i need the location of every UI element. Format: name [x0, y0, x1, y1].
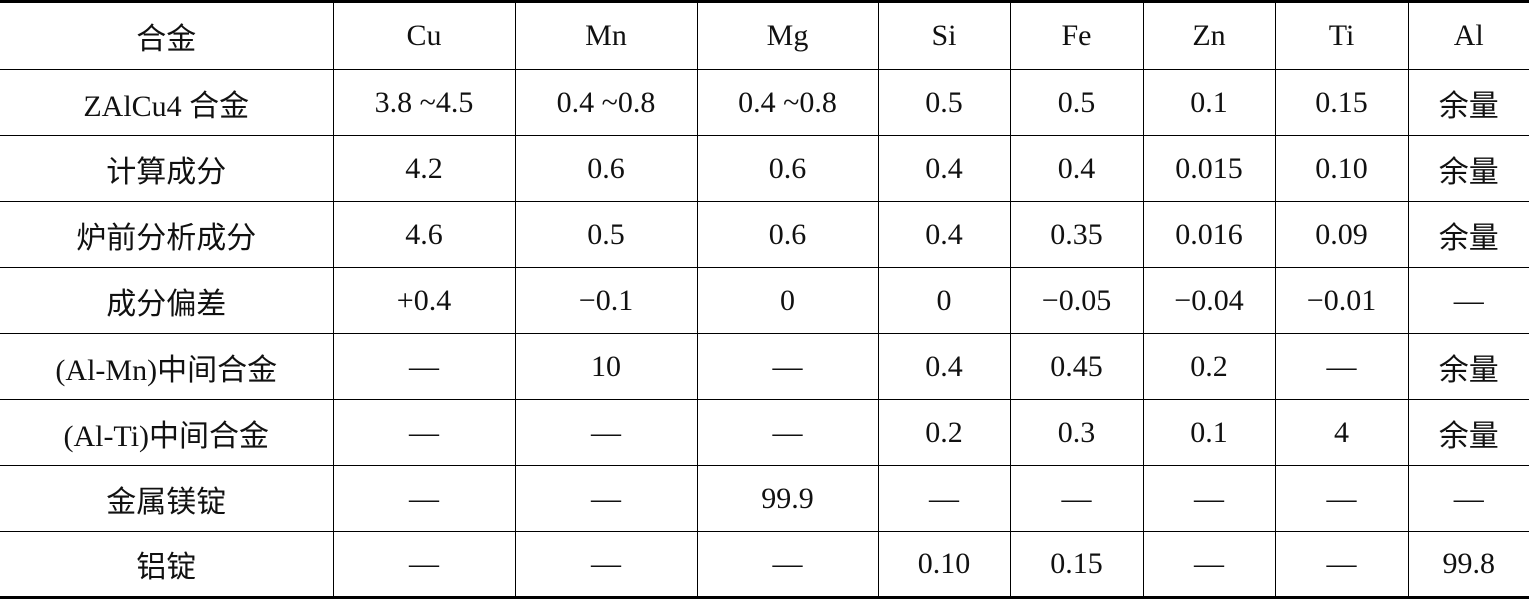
- data-row: 成分偏差 +0.4 −0.1 0 0 −0.05 −0.04 −0.01—: [0, 267, 1529, 334]
- cell: —: [332, 465, 515, 532]
- cell: 0.5: [514, 201, 697, 268]
- cell: (Al-Ti)中间合金: [0, 399, 333, 466]
- cell: —: [1142, 531, 1275, 598]
- cell: 0.4: [877, 135, 1010, 202]
- data-row: 炉前分析成分 4.6 0.5 0.6 0.4 0.35 0.016 0.09 余量: [0, 201, 1529, 268]
- cell: 0.6: [696, 135, 878, 202]
- cell: 合金: [0, 1, 333, 70]
- cell: 0.4: [1009, 135, 1143, 202]
- cell: 炉前分析成分: [0, 201, 333, 268]
- cell: 0.6: [514, 135, 697, 202]
- cell: Al: [1407, 1, 1529, 70]
- data-row: 计算成分 4.2 0.6 0.6 0.4 0.4 0.015 0.10 余量: [0, 135, 1529, 202]
- cell: −0.04: [1142, 267, 1275, 334]
- cell: 0.15: [1274, 69, 1408, 136]
- cell: —: [877, 465, 1010, 532]
- cell: —: [1142, 465, 1275, 532]
- data-row: 金属镁锭 — —99.9— — — — —: [0, 465, 1529, 532]
- cell: 0.4 ~0.8: [514, 69, 697, 136]
- cell: 0.2: [877, 399, 1010, 466]
- cell: 4: [1274, 399, 1408, 466]
- cell: —: [332, 399, 515, 466]
- cell: 0.10: [877, 531, 1010, 598]
- cell: 余量: [1407, 69, 1529, 136]
- cell: —: [514, 399, 697, 466]
- cell: 铝锭: [0, 531, 333, 598]
- cell: —: [696, 333, 878, 400]
- cell: Mn: [514, 1, 697, 70]
- cell: 0: [877, 267, 1010, 334]
- cell: 0.4 ~0.8: [696, 69, 878, 136]
- cell: 0.4: [877, 201, 1010, 268]
- cell: —: [1274, 333, 1408, 400]
- cell: 4.6: [332, 201, 515, 268]
- cell: 余量: [1407, 135, 1529, 202]
- cell: —: [514, 465, 697, 532]
- cell: —: [1274, 531, 1408, 598]
- cell: 3.8 ~4.5: [332, 69, 515, 136]
- header-row: 合金 Cu Mn Mg Si Fe Zn Ti Al: [0, 1, 1529, 70]
- cell: ZAlCu4 合金: [0, 69, 333, 136]
- cell: 余量: [1407, 399, 1529, 466]
- cell: −0.05: [1009, 267, 1143, 334]
- cell: —: [696, 531, 878, 598]
- cell: 0.1: [1142, 399, 1275, 466]
- cell: 0.3: [1009, 399, 1143, 466]
- cell: 0.2: [1142, 333, 1275, 400]
- cell: Si: [877, 1, 1010, 70]
- data-row: (Al-Ti)中间合金 — — —0.2 0.3 0.1 4 余量: [0, 399, 1529, 466]
- cell: 0.45: [1009, 333, 1143, 400]
- cell: Mg: [696, 1, 878, 70]
- cell: 0: [696, 267, 878, 334]
- data-row: ZAlCu4 合金 3.8 ~4.5 0.4 ~0.8 0.4 ~0.8 0.5 0.5 0…: [0, 69, 1529, 136]
- cell: 4.2: [332, 135, 515, 202]
- cell: 0.1: [1142, 69, 1275, 136]
- cell: 0.09: [1274, 201, 1408, 268]
- cell: 余量: [1407, 201, 1529, 268]
- cell: 0.4: [877, 333, 1010, 400]
- cell: 金属镁锭: [0, 465, 333, 532]
- cell: 0.10: [1274, 135, 1408, 202]
- cell: —: [332, 531, 515, 598]
- cell: 余量: [1407, 333, 1529, 400]
- cell: (Al-Mn)中间合金: [0, 333, 333, 400]
- data-row: 铝锭 — — —0.10 0.15— —99.8: [0, 531, 1529, 598]
- cell: 计算成分: [0, 135, 333, 202]
- cell: 0.5: [877, 69, 1010, 136]
- cell: —: [1009, 465, 1143, 532]
- cell: —: [332, 333, 515, 400]
- cell: 0.015: [1142, 135, 1275, 202]
- cell: 0.35: [1009, 201, 1143, 268]
- cell: —: [1407, 267, 1529, 334]
- cell: —: [514, 531, 697, 598]
- cell: 10: [514, 333, 697, 400]
- cell: —: [1274, 465, 1408, 532]
- cell: −0.01: [1274, 267, 1408, 334]
- cell: +0.4: [332, 267, 515, 334]
- cell: 0.5: [1009, 69, 1143, 136]
- cell: Ti: [1274, 1, 1408, 70]
- cell: 0.6: [696, 201, 878, 268]
- cell: 0.15: [1009, 531, 1143, 598]
- cell: —: [696, 399, 878, 466]
- cell: 成分偏差: [0, 267, 333, 334]
- cell: Zn: [1142, 1, 1275, 70]
- cell: Fe: [1009, 1, 1143, 70]
- cell: Cu: [332, 1, 515, 70]
- cell: 99.9: [696, 465, 878, 532]
- cell: 0.016: [1142, 201, 1275, 268]
- cell: 99.8: [1407, 531, 1529, 598]
- data-row: (Al-Mn)中间合金 —10—0.4 0.45 0.2— 余量: [0, 333, 1529, 400]
- cell: —: [1407, 465, 1529, 532]
- cell: −0.1: [514, 267, 697, 334]
